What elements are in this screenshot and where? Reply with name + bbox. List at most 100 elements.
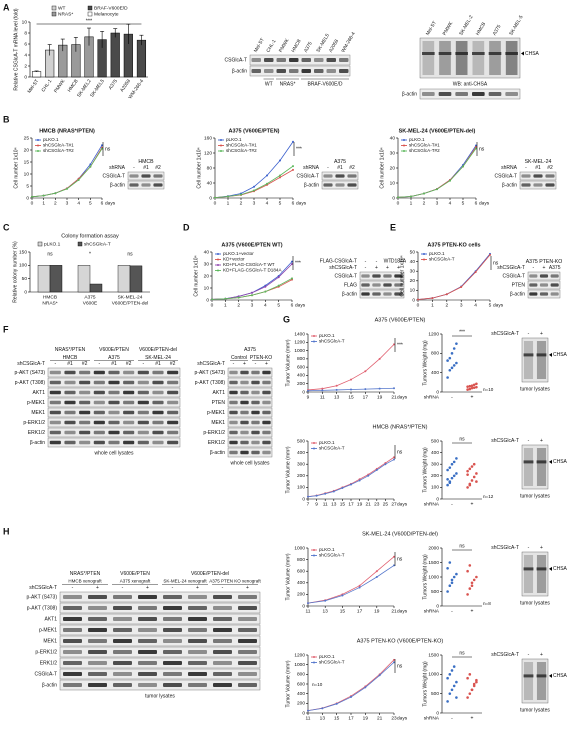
y-tick-label: 40 [204,249,210,255]
blot-band [88,683,107,687]
significance: ns [47,251,53,257]
data-point [448,561,452,564]
y-axis-label: Tumor Volume (mm³) [285,553,291,600]
blot-band [108,410,120,415]
n-label: n=10 [483,387,494,392]
x-tick-label: 5 [89,200,92,206]
blot-band [523,353,534,357]
y-tick-label: 0 [206,297,209,303]
data-point [450,688,454,692]
blot-band [240,380,249,385]
blot-header-label: shCSGlcA-T [197,361,225,367]
blot-band [188,628,207,632]
x-tick-label: 2 [54,200,57,206]
blot-frame [227,397,273,408]
blot-band [123,420,135,425]
blot-band [238,639,257,643]
blot-band [240,440,249,445]
blot-row-label: CSGlcA-T [503,273,526,279]
blot-frame [59,668,261,680]
y-tick-label: 1500 [428,560,439,566]
blot-band [314,58,324,62]
lane-label: - [72,585,74,591]
data-point [455,457,458,460]
legend-label: KD+FLAG-CSGlcA-T WT [223,262,275,267]
legend-label: shCSGlcA-T#2 [226,148,257,153]
bar [37,265,51,293]
data-point [307,709,309,712]
blot-band [138,650,157,654]
blot-band [523,674,534,678]
blot-band [123,430,135,435]
panel-label: A [3,2,10,12]
bar [89,283,103,293]
blot-row-label: p-MEK1 [27,400,45,406]
data-point [466,385,469,388]
significance: ns [105,146,111,152]
blot-smear [536,555,547,593]
legend-label: shCSGlcA-T [429,257,455,262]
data-point [341,486,344,489]
data-point [279,174,281,177]
blot-band [422,92,435,96]
marker-label: CHSA [553,566,568,572]
blot-band [335,183,345,187]
blot-band [152,390,164,395]
y-tick-label: 25 [24,135,30,141]
blot-band [79,420,91,425]
blot-band [213,606,232,610]
blot-band [240,410,249,415]
data-point [358,479,361,482]
blot-band [347,183,357,187]
data-point [446,700,449,703]
y-tick-label: 1200 [428,331,439,337]
blot-band [163,672,182,676]
blot-band [138,683,157,687]
lane-label: #1 [535,165,541,171]
blot-band [152,420,164,425]
blot-row-label: p-AKT (S473) [27,594,58,600]
x-tick-label: 15 [334,715,340,721]
y-tick-label: 100 [297,485,305,491]
x-tick-label: - [451,715,453,721]
y-tick-label: 100 [431,485,439,491]
x-tick-label: 15 [348,394,354,400]
blot-band [49,430,61,435]
y-tick-label: 0 [302,603,305,609]
blot-band [240,420,249,425]
blot-frame [521,337,549,383]
x-axis-label: days [397,715,408,721]
blot-header-label: shCSGlcA-T [29,585,57,591]
y-tick-label: 400 [431,370,439,376]
y-tick-label: 1500 [428,652,439,658]
data-point [450,669,454,672]
blot-band [167,380,179,385]
blot-band [213,672,232,676]
lane-label: #2 [349,165,355,171]
marker-label: CHSA [525,51,540,57]
blot-band [361,283,370,287]
significance: ns [397,449,403,455]
lane-label: #1 [337,165,343,171]
blot-band [213,639,232,643]
y-tick-label: 10 [204,285,210,291]
data-point [450,476,454,480]
blot-smear [536,662,547,700]
blot-band [88,661,107,665]
significance: *** [86,18,93,24]
legend-swatch [77,241,83,247]
blot-band [238,628,257,632]
blot-group: NRAS*/PTEN [70,571,101,577]
blot-band [529,292,538,296]
blot-band [141,183,151,187]
blot-band [63,661,82,665]
blot-band [152,410,164,415]
blot-band [521,174,531,178]
y-tick-label: 30 [410,268,416,274]
x-tick-label: 21 [366,501,372,507]
data-point [446,567,449,570]
x-tick-label: 17 [348,715,354,721]
data-point [472,682,476,686]
blot-band [550,292,559,296]
blot-band [49,410,61,415]
